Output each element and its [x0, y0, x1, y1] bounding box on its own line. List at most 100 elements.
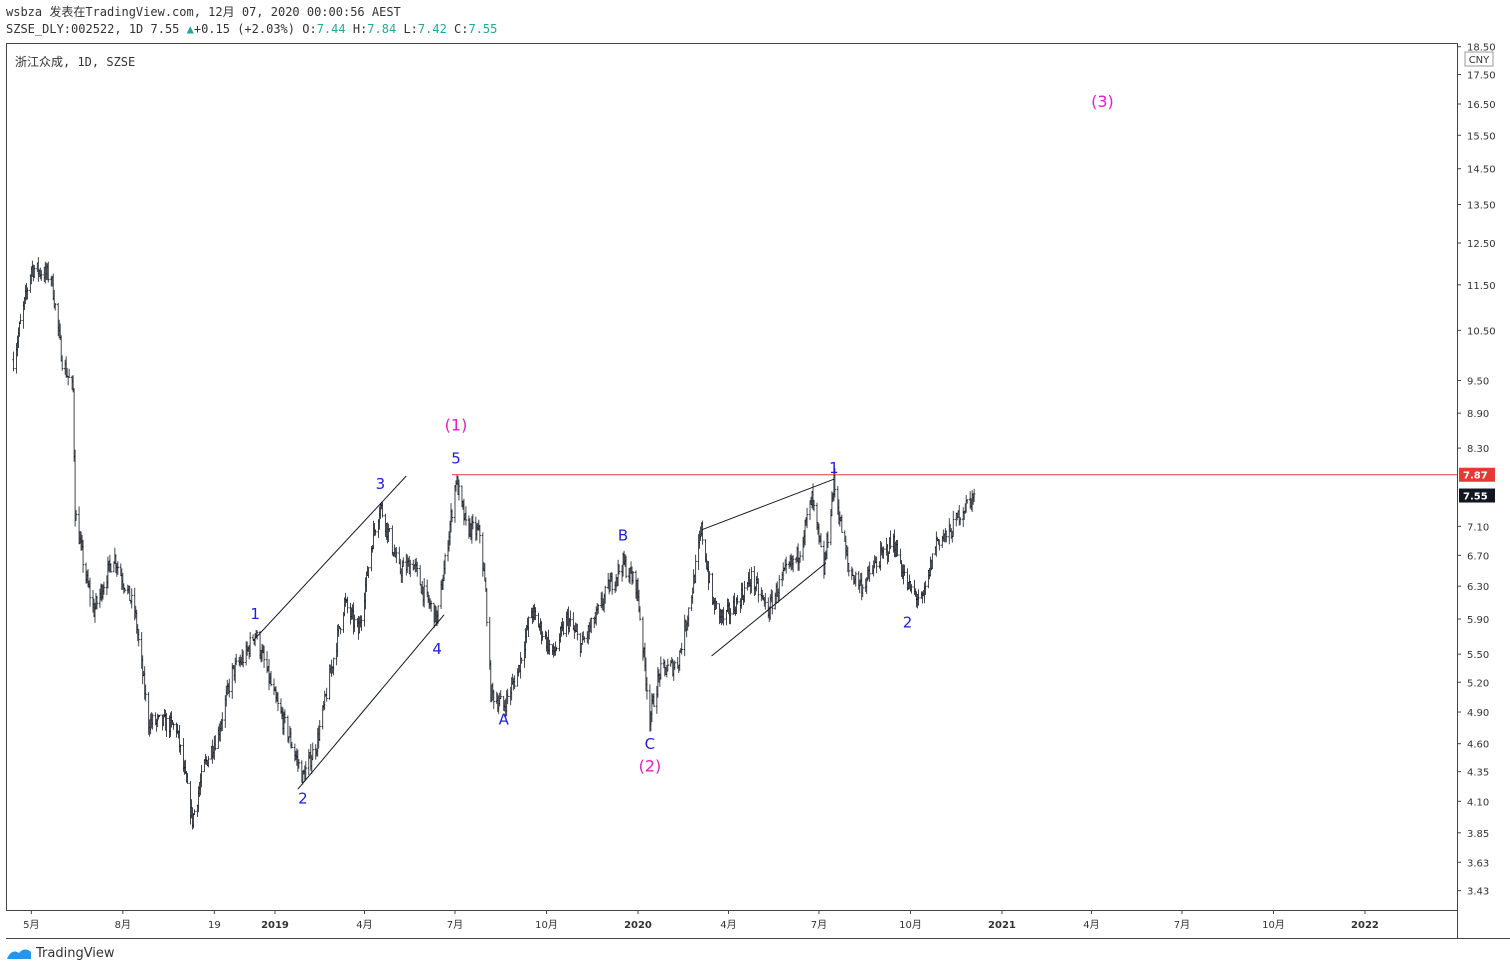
candle	[374, 529, 377, 536]
candle	[729, 608, 732, 625]
candle	[47, 261, 50, 283]
price-tick-label: 3.85	[1467, 829, 1489, 840]
candle	[165, 713, 168, 738]
candle	[492, 689, 495, 710]
price-tick-label: 10.50	[1467, 326, 1496, 337]
trend-line[interactable]	[252, 475, 407, 642]
wave-label[interactable]: B	[618, 527, 628, 545]
tradingview-footer[interactable]: TradingView	[6, 946, 115, 961]
tradingview-brand: TradingView	[36, 946, 115, 961]
wave-label[interactable]: (3)	[1091, 92, 1114, 111]
price-tick-label: 3.43	[1467, 887, 1489, 898]
publish-info: wsbza 发表在TradingView.com, 12月 07, 2020 0…	[6, 5, 401, 19]
candle	[95, 595, 99, 610]
candle	[736, 595, 739, 605]
wave-label[interactable]: 4	[432, 640, 442, 658]
candle	[471, 514, 475, 530]
wave-label[interactable]: A	[499, 710, 510, 728]
low-value: 7.42	[417, 22, 447, 36]
candle	[346, 596, 349, 614]
price-tick-label: 5.90	[1467, 615, 1489, 626]
candle	[882, 546, 885, 559]
candle	[791, 555, 795, 573]
candle	[388, 528, 391, 532]
candle	[193, 809, 196, 815]
low-label: L:	[403, 22, 418, 36]
candle	[443, 553, 447, 575]
wave-label[interactable]: 1	[250, 605, 260, 623]
candle	[367, 567, 370, 578]
price-tick-label: 13.50	[1467, 200, 1496, 211]
candle	[353, 614, 356, 632]
candle	[283, 709, 287, 724]
time-tick-label: 10月	[899, 919, 922, 931]
candle	[179, 744, 182, 755]
time-tick-label: 7月	[811, 919, 827, 931]
candle	[854, 571, 857, 587]
candle	[603, 585, 607, 604]
wave-label[interactable]: 2	[903, 614, 913, 632]
candle	[391, 525, 394, 556]
price-tick-label: 6.30	[1467, 582, 1489, 593]
time-tick-label: 10月	[535, 919, 558, 931]
wave-label[interactable]: 3	[376, 475, 386, 493]
time-tick-label: 2020	[624, 920, 652, 931]
candle	[158, 714, 161, 717]
candle	[638, 606, 642, 621]
price-tick-label: 3.63	[1467, 858, 1489, 869]
candle	[429, 600, 433, 612]
time-tick-label: 4月	[356, 919, 372, 931]
candle	[144, 684, 147, 702]
candle	[576, 623, 579, 641]
candle	[972, 488, 976, 503]
candle	[81, 539, 85, 573]
candle	[416, 561, 419, 577]
price-tick-label: 15.50	[1467, 131, 1496, 142]
trend-line[interactable]	[297, 614, 445, 790]
candle	[311, 742, 314, 761]
wave-label[interactable]: 1	[829, 459, 839, 477]
candle	[694, 554, 697, 584]
candle	[290, 742, 294, 749]
candle	[889, 530, 892, 550]
price-labels: 7.87 7.55	[1459, 467, 1495, 503]
time-tick-label: 5月	[23, 919, 39, 931]
svg-text:7.87: 7.87	[1463, 471, 1488, 482]
candle	[708, 571, 711, 584]
close-value: 7.55	[468, 22, 498, 36]
time-axis[interactable]: 5月 8月 19 2019 4月 7月 10月 2020 4月 7月 10月 2021 4月 7月 10月 2…	[23, 910, 1379, 931]
candle	[513, 675, 516, 689]
trend-line[interactable]	[711, 562, 827, 657]
wave-label[interactable]: C	[645, 735, 655, 753]
price-tick-label: 16.50	[1467, 100, 1496, 111]
wave-label[interactable]: (1)	[445, 415, 468, 434]
candle	[422, 578, 426, 608]
price-axis[interactable]: 18.50 17.50 16.50 15.50 14.50 13.50 12.50 11.50…	[1457, 43, 1496, 898]
candle	[66, 375, 70, 386]
candle	[555, 646, 558, 652]
candle	[715, 600, 718, 610]
candle	[819, 533, 823, 548]
candle	[562, 621, 565, 636]
candle	[499, 690, 502, 700]
candle	[409, 559, 412, 578]
candle	[784, 556, 788, 574]
wave-labels: (1) 5 1 2 3 4 A B C (2) 1 2 (3)	[250, 92, 1113, 808]
candle	[74, 510, 78, 521]
price-tick-label: 17.50	[1467, 71, 1496, 82]
candle	[541, 631, 544, 641]
candle	[583, 636, 586, 643]
wave-label[interactable]: (2)	[639, 757, 662, 776]
candle	[172, 722, 175, 730]
candle	[725, 609, 728, 626]
candle	[548, 639, 551, 655]
ohlc-line: SZSE_DLY:002522, 1D 7.55 ▲+0.15 (+2.03%)…	[6, 21, 497, 38]
time-tick-label: 7月	[447, 919, 463, 931]
candle	[896, 539, 899, 557]
wave-label[interactable]: 5	[451, 449, 461, 467]
price-tick-label: 5.20	[1467, 678, 1489, 689]
wave-label[interactable]: 2	[298, 790, 308, 808]
candle	[19, 314, 22, 325]
trend-line[interactable]	[701, 478, 835, 531]
